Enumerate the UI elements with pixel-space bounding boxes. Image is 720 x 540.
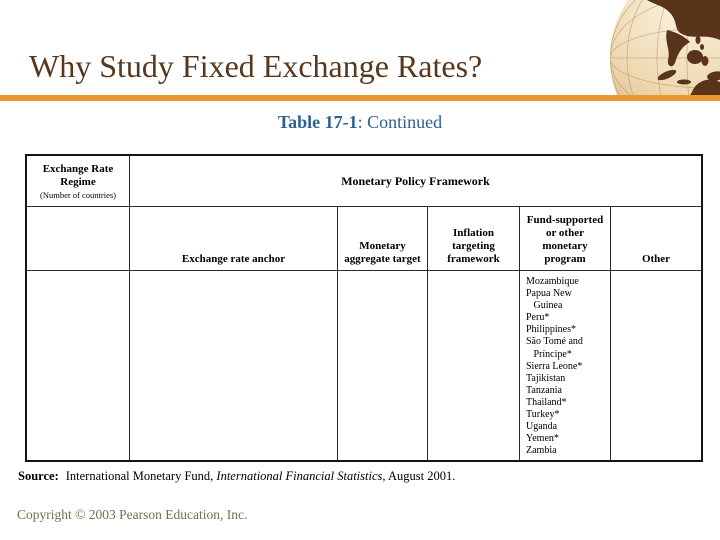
cell-inflation-targeting-framework [428,271,520,460]
source-date: August 2001. [385,469,456,483]
cell-monetary-aggregate-target [338,271,428,460]
subheader-exchange-rate-anchor: Exchange rate anchor [130,207,338,271]
globe-icon [605,0,720,97]
cell-exchange-rate-anchor [130,271,338,460]
subheader-inflation-targeting-framework: Inflation targeting framework [428,207,520,271]
page-title: Why Study Fixed Exchange Rates? [29,48,483,84]
cell-other [611,271,701,460]
subheader-other: Other [611,207,701,271]
header-line: Regime [60,175,96,188]
table-caption-continued: : Continued [357,112,443,132]
header-monetary-policy-framework: Monetary Policy Framework [130,156,701,207]
source-publication: International Financial Statistics, [216,469,386,483]
source-text: International Monetary Fund, [65,469,217,483]
header-line: Exchange Rate [42,162,114,175]
exchange-rate-regime-table: Exchange Rate Regime (Number of countrie… [25,154,703,462]
subheader-fund-supported-program: Fund-supported or other monetary program [520,207,611,271]
copyright-notice: Copyright © 2003 Pearson Education, Inc. [17,507,248,522]
subheader-empty [27,207,130,271]
header-exchange-rate-regime: Exchange Rate Regime (Number of countrie… [27,156,130,207]
accent-divider-bar [0,95,720,101]
subheader-monetary-aggregate-target: Monetary aggregate target [338,207,428,271]
cell-regime [27,271,130,460]
table-caption: Table 17-1: Continued [0,112,720,133]
source-label: Source: [18,469,59,483]
table-caption-number: Table 17-1 [277,112,358,132]
header-note: (Number of countries) [39,189,116,200]
source-note: Source: International Monetary Fund, Inte… [18,469,455,484]
cell-fund-supported-country-list: Mozambique Papua New Guinea Peru* Philippin… [520,271,611,460]
